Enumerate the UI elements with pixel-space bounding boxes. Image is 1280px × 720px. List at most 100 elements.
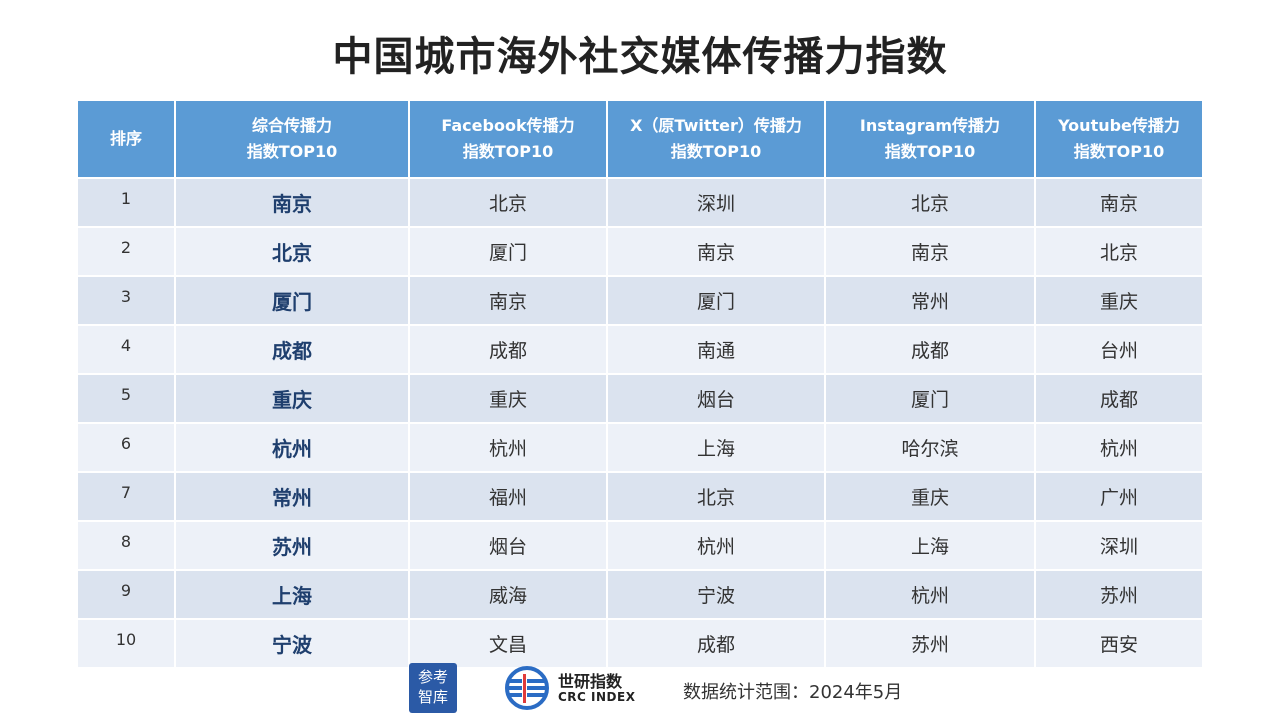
cell-overall: 苏州: [176, 520, 410, 569]
cell-x-twitter: 上海: [608, 422, 826, 471]
header-x-twitter: X（原Twitter）传播力 指数TOP10: [608, 101, 826, 177]
cell-instagram: 杭州: [826, 569, 1036, 618]
cell-overall: 成都: [176, 324, 410, 373]
cell-overall: 杭州: [176, 422, 410, 471]
header-x-twitter-line2: 指数TOP10: [670, 142, 762, 161]
cell-x-twitter: 南通: [608, 324, 826, 373]
cell-overall: 宁波: [176, 618, 410, 667]
cell-rank: 2: [78, 226, 176, 275]
cell-rank: 9: [78, 569, 176, 618]
cell-youtube: 西安: [1036, 618, 1202, 667]
cell-instagram: 重庆: [826, 471, 1036, 520]
cell-youtube: 杭州: [1036, 422, 1202, 471]
ranking-table-container: 排序 综合传播力 指数TOP10 Facebook传播力 指数TOP10 X（原…: [78, 101, 1202, 667]
logo1-line2: 智库: [417, 688, 448, 706]
logo2-english-name: CRC INDEX: [558, 690, 636, 704]
header-facebook-line2: 指数TOP10: [462, 142, 554, 161]
cell-overall: 厦门: [176, 275, 410, 324]
table-row: 4 成都 成都 南通 成都 台州: [78, 324, 1202, 373]
cell-instagram: 常州: [826, 275, 1036, 324]
cell-youtube: 深圳: [1036, 520, 1202, 569]
cell-x-twitter: 杭州: [608, 520, 826, 569]
header-youtube-line1: Youtube传播力: [1058, 116, 1180, 135]
data-source-note: 数据统计范围：2024年5月: [683, 682, 903, 703]
table-row: 2 北京 厦门 南京 南京 北京: [78, 226, 1202, 275]
table-row: 3 厦门 南京 厦门 常州 重庆: [78, 275, 1202, 324]
cell-instagram: 上海: [826, 520, 1036, 569]
table-row: 6 杭州 杭州 上海 哈尔滨 杭州: [78, 422, 1202, 471]
header-instagram-line1: Instagram传播力: [859, 116, 1001, 135]
table-row: 9 上海 威海 宁波 杭州 苏州: [78, 569, 1202, 618]
cell-x-twitter: 厦门: [608, 275, 826, 324]
cell-instagram: 北京: [826, 177, 1036, 226]
cell-instagram: 南京: [826, 226, 1036, 275]
header-overall-line1: 综合传播力: [251, 116, 332, 135]
table-row: 1 南京 北京 深圳 北京 南京: [78, 177, 1202, 226]
cell-rank: 5: [78, 373, 176, 422]
cell-x-twitter: 南京: [608, 226, 826, 275]
table-header-row: 排序 综合传播力 指数TOP10 Facebook传播力 指数TOP10 X（原…: [78, 101, 1202, 177]
cell-rank: 7: [78, 471, 176, 520]
cell-rank: 10: [78, 618, 176, 667]
cankao-zhiku-logo: 参考 智库: [409, 663, 457, 713]
cell-x-twitter: 深圳: [608, 177, 826, 226]
cell-youtube: 台州: [1036, 324, 1202, 373]
table-row: 8 苏州 烟台 杭州 上海 深圳: [78, 520, 1202, 569]
header-youtube: Youtube传播力 指数TOP10: [1036, 101, 1202, 177]
cell-overall: 重庆: [176, 373, 410, 422]
table-row: 7 常州 福州 北京 重庆 广州: [78, 471, 1202, 520]
cell-overall: 南京: [176, 177, 410, 226]
cell-rank: 3: [78, 275, 176, 324]
header-overall-line2: 指数TOP10: [246, 142, 338, 161]
cell-youtube: 广州: [1036, 471, 1202, 520]
cell-rank: 4: [78, 324, 176, 373]
logo1-line1: 参考: [417, 668, 448, 686]
cell-x-twitter: 成都: [608, 618, 826, 667]
cell-facebook: 文昌: [410, 618, 608, 667]
cell-overall: 常州: [176, 471, 410, 520]
cell-youtube: 北京: [1036, 226, 1202, 275]
cell-instagram: 苏州: [826, 618, 1036, 667]
header-x-twitter-line1: X（原Twitter）传播力: [630, 116, 802, 135]
cell-rank: 1: [78, 177, 176, 226]
cell-youtube: 苏州: [1036, 569, 1202, 618]
cell-facebook: 杭州: [410, 422, 608, 471]
header-rank-label: 排序: [109, 129, 142, 148]
cell-x-twitter: 宁波: [608, 569, 826, 618]
header-instagram-line2: 指数TOP10: [884, 142, 976, 161]
cell-facebook: 福州: [410, 471, 608, 520]
cell-x-twitter: 烟台: [608, 373, 826, 422]
cell-x-twitter: 北京: [608, 471, 826, 520]
header-rank: 排序: [78, 101, 176, 177]
cell-facebook: 厦门: [410, 226, 608, 275]
cell-youtube: 重庆: [1036, 275, 1202, 324]
header-instagram: Instagram传播力 指数TOP10: [826, 101, 1036, 177]
header-youtube-line2: 指数TOP10: [1073, 142, 1165, 161]
crc-index-logo: 世研指数 CRC INDEX: [505, 666, 645, 710]
header-facebook: Facebook传播力 指数TOP10: [410, 101, 608, 177]
cell-facebook: 重庆: [410, 373, 608, 422]
cell-facebook: 北京: [410, 177, 608, 226]
cell-facebook: 烟台: [410, 520, 608, 569]
header-facebook-line1: Facebook传播力: [441, 116, 575, 135]
cell-facebook: 成都: [410, 324, 608, 373]
logo2-chinese-name: 世研指数: [558, 672, 623, 691]
cell-facebook: 威海: [410, 569, 608, 618]
ranking-table: 排序 综合传播力 指数TOP10 Facebook传播力 指数TOP10 X（原…: [78, 101, 1202, 667]
cell-instagram: 哈尔滨: [826, 422, 1036, 471]
table-body: 1 南京 北京 深圳 北京 南京 2 北京 厦门 南京 南京 北京 3 厦门 南京 厦门 常州 重庆 4 成都 成都 南通…: [78, 177, 1202, 667]
cell-instagram: 成都: [826, 324, 1036, 373]
header-overall: 综合传播力 指数TOP10: [176, 101, 410, 177]
cell-overall: 上海: [176, 569, 410, 618]
cell-youtube: 成都: [1036, 373, 1202, 422]
table-row: 5 重庆 重庆 烟台 厦门 成都: [78, 373, 1202, 422]
cell-youtube: 南京: [1036, 177, 1202, 226]
crc-globe-icon: [505, 666, 549, 710]
cell-instagram: 厦门: [826, 373, 1036, 422]
cell-facebook: 南京: [410, 275, 608, 324]
footer: 参考 智库 世研指数 CRC INDEX 数据统计范围：2024年5月: [0, 663, 1280, 715]
cell-overall: 北京: [176, 226, 410, 275]
cell-rank: 6: [78, 422, 176, 471]
cell-rank: 8: [78, 520, 176, 569]
